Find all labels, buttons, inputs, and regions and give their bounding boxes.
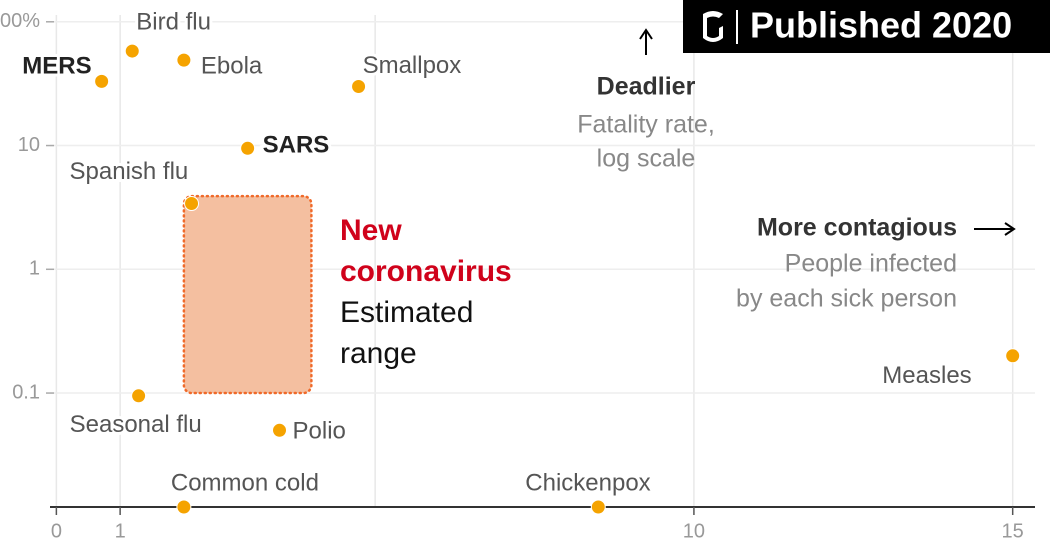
annotation: More contagious bbox=[757, 214, 957, 242]
point bbox=[176, 52, 192, 68]
x-tick-label: 15 bbox=[1002, 520, 1024, 542]
point-label: Smallpox bbox=[363, 52, 462, 79]
point-label: Seasonal flu bbox=[70, 411, 202, 438]
point bbox=[272, 422, 288, 438]
point bbox=[131, 388, 147, 404]
y-tick-label: 1 bbox=[29, 258, 40, 280]
point-label: SARS bbox=[263, 132, 330, 159]
point bbox=[1005, 348, 1021, 364]
x-tick-label: 0 bbox=[51, 520, 62, 542]
annotation: range bbox=[340, 337, 417, 370]
x-tick-label: 1 bbox=[115, 520, 126, 542]
annotation: coronavirus bbox=[340, 255, 512, 288]
badge-text: Published 2020 bbox=[750, 5, 1012, 46]
point bbox=[184, 196, 200, 212]
point-label: Spanish flu bbox=[70, 158, 189, 185]
point-label: MERS bbox=[22, 53, 91, 80]
point-label: Polio bbox=[293, 418, 346, 445]
point-label: Ebola bbox=[201, 52, 263, 79]
annotation: New bbox=[340, 214, 402, 247]
point-label: Measles bbox=[882, 362, 971, 389]
badge-bg bbox=[683, 0, 1050, 53]
point bbox=[94, 73, 110, 89]
annotation: People infected bbox=[785, 250, 957, 278]
point bbox=[351, 78, 367, 94]
y-tick-label: 10 bbox=[18, 134, 40, 156]
point bbox=[590, 499, 606, 515]
y-tick-label: 0.1 bbox=[12, 381, 40, 403]
point bbox=[124, 43, 140, 59]
point bbox=[240, 140, 256, 156]
annotation: Estimated bbox=[340, 296, 473, 329]
point bbox=[176, 499, 192, 515]
x-tick-label: 10 bbox=[683, 520, 705, 542]
estimated-range bbox=[182, 194, 313, 395]
y-tick-label: 100% bbox=[0, 10, 40, 32]
annotation: Fatality rate, bbox=[577, 111, 715, 139]
point-label: Common cold bbox=[171, 469, 319, 496]
point-label: Chickenpox bbox=[525, 469, 650, 496]
up-arrow bbox=[639, 28, 653, 55]
point-label: Bird flu bbox=[136, 8, 211, 35]
annotation: by each sick person bbox=[736, 285, 957, 313]
logo bbox=[703, 11, 723, 42]
right-arrow bbox=[974, 222, 1016, 236]
annotation: Deadlier bbox=[597, 73, 696, 101]
annotation: log scale bbox=[597, 145, 696, 173]
